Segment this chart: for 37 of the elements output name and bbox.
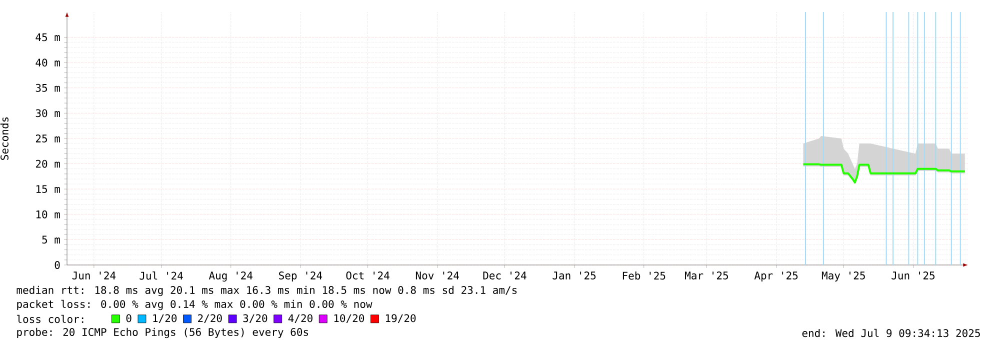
x-tick-label: Apr '25 — [754, 272, 798, 282]
y-tick-label: 0 — [54, 261, 60, 269]
x-tick-label: Jan '25 — [552, 272, 596, 280]
y-tick-label: 35 m — [36, 84, 60, 92]
y-tick-label: 25 m — [36, 134, 60, 142]
x-tick-label: Dec '24 — [483, 272, 526, 280]
y-axis-title: Seconds — [0, 117, 8, 160]
legend-label: 19/20 — [386, 314, 416, 323]
legend-label: 4/20 — [288, 314, 312, 323]
x-tick-label: Jun '24 — [72, 272, 116, 280]
x-tick-label: May '25 — [822, 272, 865, 282]
text: median rtt: 18.8 ms avg 20.1 ms max 16.3 ms min 18.5 ms now 0.8 ms sd 23.1 am/s — [16, 286, 517, 296]
legend-label: 10/20 — [334, 314, 364, 323]
y-tick-label: 20 m — [36, 160, 60, 168]
y-tick-label: 40 m — [36, 58, 60, 67]
x-tick-label: Sep '24 — [279, 272, 322, 282]
y-tick-label: 5 m — [42, 236, 60, 244]
y-tick-label: 30 m — [36, 109, 60, 118]
text: probe: 20 ICMP Echo Pings (56 Bytes) every 60s — [17, 328, 308, 338]
text: end: Wed Jul 9 09:34:13 2025 — [802, 328, 980, 338]
x-tick-label: Mar '25 — [685, 272, 728, 280]
line-series — [802, 163, 966, 184]
x-tick-label: Jul '24 — [140, 272, 183, 280]
x-tick-label: Oct '24 — [346, 272, 390, 280]
legend-label: 0 — [126, 314, 132, 322]
legend-label: 1/20 — [153, 314, 177, 323]
x-tick-label: Feb '25 — [622, 272, 666, 280]
text: packet loss: 0.00 % avg 0.14 % max 0.00 % min 0.00 % now — [17, 300, 372, 310]
y-tick-label: 10 m — [36, 210, 60, 218]
x-tick-label: Jun '25 — [892, 272, 934, 280]
legend-label: 2/20 — [198, 314, 222, 323]
y-tick-label: 45 m — [36, 33, 60, 42]
legend-label: 3/20 — [243, 314, 268, 323]
x-tick-label: Nov '24 — [416, 272, 459, 280]
y-tick-label: 15 m — [36, 185, 60, 193]
legend-title: loss color: — [17, 314, 84, 324]
x-tick-label: Aug '24 — [208, 272, 252, 282]
